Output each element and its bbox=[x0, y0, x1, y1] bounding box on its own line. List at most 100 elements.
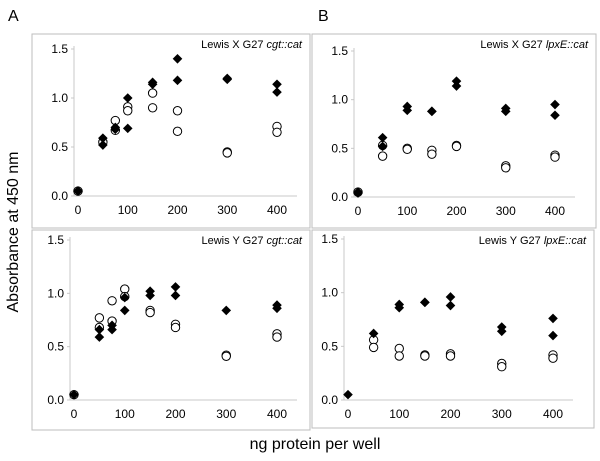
filled-diamond-point bbox=[145, 290, 155, 301]
x-tick-label: 0 bbox=[345, 407, 352, 421]
y-tick-label: 1.0 bbox=[51, 91, 68, 105]
open-circle-point bbox=[170, 322, 181, 333]
y-tick-label: 0.5 bbox=[51, 140, 68, 154]
open-circle-point bbox=[94, 313, 105, 323]
filled-diamond-point bbox=[548, 330, 558, 341]
x-tick-label: 300 bbox=[492, 407, 512, 421]
filled-diamond-point bbox=[427, 106, 437, 117]
filled-diamond-point bbox=[394, 302, 405, 313]
filled-diamond-point bbox=[451, 76, 462, 86]
panel-title-mutant: cgt::cat bbox=[267, 39, 303, 51]
y-tick-label: 0.0 bbox=[321, 393, 338, 407]
filled-diamond-point bbox=[377, 132, 388, 143]
open-circle-point bbox=[272, 332, 282, 342]
filled-diamond-point bbox=[170, 290, 181, 301]
filled-diamond-point bbox=[272, 303, 282, 314]
x-tick-label: 0 bbox=[355, 204, 362, 218]
open-circle-point bbox=[402, 144, 412, 155]
panel-title-strain: Lewis Y G27 bbox=[202, 235, 267, 247]
open-circle-point bbox=[222, 148, 232, 158]
open-circle-point bbox=[172, 126, 183, 137]
open-circle-point bbox=[451, 141, 462, 152]
filled-diamond-point bbox=[368, 328, 379, 339]
y-tick-label: 1.5 bbox=[51, 42, 68, 56]
panel-title-mutant: cgt::cat bbox=[267, 235, 303, 247]
x-tick-label: 200 bbox=[167, 203, 187, 217]
filled-diamond-point bbox=[94, 332, 105, 342]
filled-diamond-point bbox=[445, 292, 456, 302]
panel-letter-a: A bbox=[8, 8, 19, 25]
panel-title-mutant: lpxE::cat bbox=[544, 235, 587, 247]
filled-diamond-point bbox=[548, 313, 558, 324]
y-tick-label: 0.5 bbox=[321, 339, 338, 353]
x-tick-label: 0 bbox=[71, 407, 78, 421]
panel-title: Lewis Y G27 lpxE::cat bbox=[479, 235, 587, 247]
filled-diamond-point bbox=[119, 292, 130, 303]
open-circle-point bbox=[123, 106, 133, 116]
open-circle-point bbox=[501, 163, 511, 173]
filled-diamond-point bbox=[222, 74, 233, 85]
filled-diamond-point bbox=[122, 93, 133, 103]
panel-title-strain: Lewis X G27 bbox=[201, 39, 266, 51]
y-tick-label: 1.0 bbox=[331, 93, 348, 107]
filled-diamond-point bbox=[445, 300, 456, 311]
open-circle-point bbox=[147, 88, 158, 98]
open-circle-point bbox=[427, 149, 437, 159]
x-tick-label: 400 bbox=[267, 203, 287, 217]
open-circle-point bbox=[420, 351, 430, 361]
y-axis-label: Absorbance at 450 nm bbox=[5, 152, 22, 313]
y-tick-label: 0.5 bbox=[47, 340, 64, 354]
open-circle-point bbox=[272, 127, 282, 138]
panel-title-strain: Lewis X G27 bbox=[480, 39, 545, 51]
panel-title: Lewis X G27 lpxE::cat bbox=[480, 39, 589, 51]
filled-diamond-point bbox=[98, 140, 108, 150]
open-circle-point bbox=[221, 351, 231, 361]
x-tick-label: 400 bbox=[545, 204, 565, 218]
filled-diamond-point bbox=[451, 81, 462, 91]
x-tick-label: 400 bbox=[267, 407, 287, 421]
filled-diamond-point bbox=[107, 324, 117, 335]
filled-diamond-point bbox=[377, 141, 388, 152]
filled-diamond-point bbox=[69, 389, 79, 400]
panel-border bbox=[31, 33, 311, 229]
open-circle-point bbox=[368, 342, 379, 353]
filled-diamond-point bbox=[272, 79, 282, 90]
panel-title: Lewis Y G27 cgt::cat bbox=[202, 235, 303, 247]
filled-diamond-point bbox=[122, 123, 133, 134]
y-tick-label: 1.0 bbox=[321, 286, 338, 300]
panel-letter-b: B bbox=[318, 8, 329, 25]
x-tick-label: 300 bbox=[217, 203, 237, 217]
filled-diamond-point bbox=[550, 110, 560, 121]
x-tick-label: 100 bbox=[115, 407, 135, 421]
filled-diamond-point bbox=[272, 87, 282, 97]
filled-diamond-point bbox=[496, 326, 507, 337]
x-tick-label: 300 bbox=[216, 407, 236, 421]
open-circle-point bbox=[550, 152, 560, 162]
panel-3: 0.0 0.5 1.0 1.5 0 100 200 300 400 Lewis Y G27 cgt… bbox=[31, 229, 311, 431]
filled-diamond-point bbox=[343, 389, 353, 400]
y-tick-label: 1.5 bbox=[331, 44, 348, 58]
x-tick-label: 200 bbox=[165, 407, 185, 421]
filled-diamond-point bbox=[147, 79, 158, 90]
x-tick-label: 100 bbox=[118, 203, 138, 217]
y-tick-label: 0.0 bbox=[51, 189, 68, 203]
filled-diamond-point bbox=[94, 324, 105, 335]
x-tick-label: 200 bbox=[446, 204, 466, 218]
panel-title-mutant: lpxE::cat bbox=[546, 39, 589, 51]
panel-4: 0.0 0.5 1.0 1.5 0 100 200 300 400 Lewis Y G27 lpx… bbox=[311, 229, 595, 429]
panel-2: 0.0 0.5 1.0 1.5 0 100 200 300 400 Lewis X G27 lpx… bbox=[311, 33, 597, 229]
x-tick-label: 100 bbox=[397, 204, 417, 218]
panel-border bbox=[311, 33, 597, 229]
x-tick-label: 300 bbox=[496, 204, 516, 218]
y-tick-label: 0.5 bbox=[331, 141, 348, 155]
x-tick-label: 0 bbox=[75, 203, 82, 217]
filled-diamond-point bbox=[420, 297, 430, 308]
panel-border bbox=[311, 229, 595, 429]
open-circle-point bbox=[147, 103, 158, 113]
y-tick-label: 1.5 bbox=[47, 233, 64, 247]
open-circle-point bbox=[172, 106, 183, 116]
open-circle-point bbox=[445, 351, 456, 361]
open-circle-point bbox=[394, 351, 404, 361]
x-tick-label: 400 bbox=[543, 407, 563, 421]
